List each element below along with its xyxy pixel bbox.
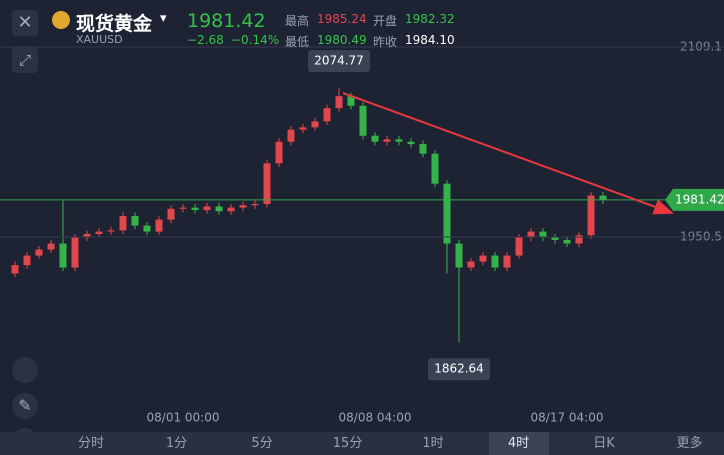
period-tab[interactable]: 15分 xyxy=(332,436,363,451)
symbol: XAUUSD xyxy=(76,33,123,46)
field-label: 昨收 xyxy=(373,35,398,49)
x-tick-label: 08/17 04:00 xyxy=(531,411,604,425)
field-label: 最高 xyxy=(285,14,310,28)
last-price: 1981.42 xyxy=(187,10,266,32)
period-tab[interactable]: 4时 xyxy=(488,432,549,455)
period-tab[interactable]: 更多 xyxy=(676,436,703,451)
period-tab[interactable]: 5分 xyxy=(251,436,273,451)
draw-button[interactable]: ✎ xyxy=(12,393,38,419)
expand-button[interactable]: ⤢ xyxy=(12,47,38,73)
gold-icon xyxy=(52,11,70,29)
high-label: 2074.77 xyxy=(314,54,364,68)
indicator-button[interactable] xyxy=(12,357,38,383)
low-label: 1862.64 xyxy=(434,362,484,376)
trend-line xyxy=(342,92,674,215)
period-tab[interactable]: 1分 xyxy=(165,436,188,451)
field-label: 开盘 xyxy=(373,14,398,28)
field-value: 1982.32 xyxy=(405,12,455,26)
dropdown-caret[interactable]: ▾ xyxy=(160,11,167,26)
instrument-name[interactable]: 现货黄金 xyxy=(76,13,153,35)
change: −2.68 xyxy=(187,33,224,47)
callout-box xyxy=(308,50,370,73)
field-value: 1980.49 xyxy=(317,33,367,47)
period-tab[interactable]: 分时 xyxy=(77,436,104,451)
last-price-tag-label: 1981.42 xyxy=(675,192,724,206)
change-pct: −0.14% xyxy=(231,33,280,47)
x-tick-label: 08/08 04:00 xyxy=(339,411,412,425)
x-tick-label: 08/01 00:00 xyxy=(147,411,220,425)
period-tabs: 分时 1分 5分 15分 1时 4时 日K 更多 xyxy=(0,432,724,455)
field-value: 1984.10 xyxy=(405,33,455,47)
callout-box xyxy=(428,358,490,381)
period-tab[interactable]: 日K xyxy=(593,436,615,451)
close-button[interactable]: ✕ xyxy=(12,10,38,36)
period-tab[interactable]: 1时 xyxy=(422,436,444,451)
last-price-tag xyxy=(665,188,724,211)
field-value: 1985.24 xyxy=(317,12,367,26)
field-label: 最低 xyxy=(285,35,310,49)
